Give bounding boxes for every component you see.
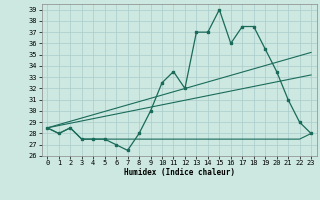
X-axis label: Humidex (Indice chaleur): Humidex (Indice chaleur) bbox=[124, 168, 235, 177]
